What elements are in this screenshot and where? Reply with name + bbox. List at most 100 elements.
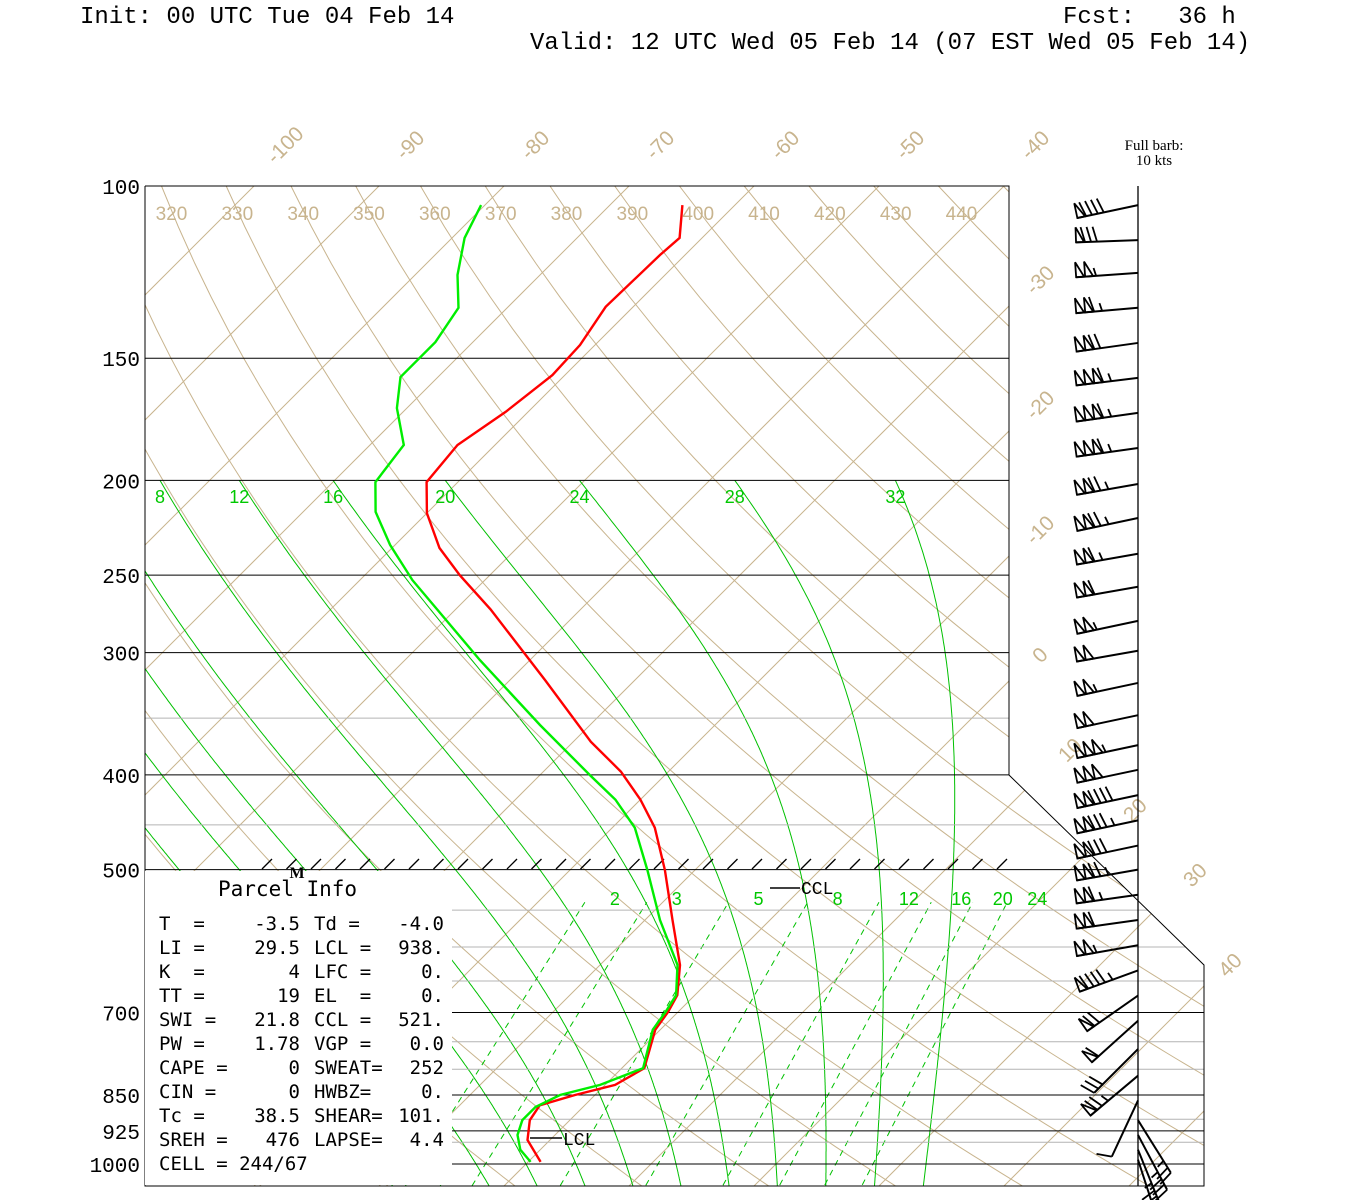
barb-pennant xyxy=(1073,202,1087,220)
barb-full xyxy=(1090,199,1099,215)
barb-pennant xyxy=(1090,739,1105,756)
dry-adiabat-line xyxy=(1002,186,1204,1186)
wind-barb xyxy=(1073,861,1139,882)
barb-half xyxy=(1107,972,1114,981)
moist-adiabat-line xyxy=(894,480,956,1186)
moist-adiabat-label: 32 xyxy=(885,487,905,507)
barb-pennant xyxy=(1082,368,1095,386)
parcel-info-row: T = -3.5 Td = -4.0 xyxy=(145,913,452,937)
barb-pennant xyxy=(1082,616,1096,633)
mixing-ratio-label: 24 xyxy=(1027,889,1047,909)
barb-shaft xyxy=(1093,1048,1139,1094)
wind-barb xyxy=(1073,644,1139,663)
temperature-trace xyxy=(425,204,684,1163)
barb-full xyxy=(1150,1195,1158,1200)
isotherm-label: -100 xyxy=(262,122,308,168)
wind-barb xyxy=(1073,678,1139,697)
barb-full xyxy=(1098,837,1108,853)
barb-shaft xyxy=(1110,1100,1139,1158)
barb-full xyxy=(1087,815,1096,830)
barb-pennant xyxy=(1073,370,1087,387)
hatch-mark xyxy=(457,858,469,870)
barb-full xyxy=(1149,1178,1163,1191)
parcel-info-l2: LFC = xyxy=(314,961,372,983)
barb-pennant xyxy=(1073,818,1087,835)
isotherm-label: -10 xyxy=(1022,512,1060,550)
barb-full xyxy=(1085,226,1092,243)
barb-pennant xyxy=(1073,767,1087,784)
barb-pennant xyxy=(1082,296,1095,314)
hatch-mark xyxy=(359,858,371,870)
barb-full xyxy=(1095,198,1105,213)
barb-pennant xyxy=(1082,790,1096,808)
dry-adiabat-label: 400 xyxy=(682,204,714,225)
barb-pennant xyxy=(1073,549,1087,566)
dry-adiabat-line xyxy=(614,186,1204,1186)
wind-barbs xyxy=(1073,186,1172,1200)
moist-adiabat-label: 20 xyxy=(435,487,455,507)
parcel-info-l1: CIN = xyxy=(159,1081,217,1103)
barb-full xyxy=(1091,226,1098,242)
wind-barb xyxy=(1077,994,1139,1033)
parcel-info-row: SREH = 476 LAPSE= 4.4 xyxy=(145,1129,452,1153)
hatch-mark xyxy=(408,858,420,870)
hatch-mark xyxy=(776,858,787,870)
isotherm-label: -30 xyxy=(1022,262,1060,300)
barb-pennant xyxy=(1073,742,1087,760)
dry-adiabat-line xyxy=(484,186,1204,1186)
parcel-info-v2: 521. xyxy=(398,1009,444,1031)
parcel-info-l2: Td = xyxy=(314,913,360,935)
wind-barb xyxy=(1073,438,1139,458)
isotherm-label: 0 xyxy=(1028,643,1053,668)
moist-adiabat-label: 12 xyxy=(229,487,249,507)
wind-barb xyxy=(1073,739,1139,760)
barb-pennant xyxy=(1082,678,1096,696)
hatch-mark xyxy=(972,858,983,870)
dry-adiabat-label: 360 xyxy=(419,204,451,225)
wind-barb xyxy=(1073,198,1139,220)
parcel-info-v1: 38.5 xyxy=(254,1105,300,1127)
wind-barb xyxy=(1073,579,1139,599)
isotherm-label: -80 xyxy=(517,127,555,165)
pressure-tick-label: 100 xyxy=(102,178,140,201)
barb-full xyxy=(1084,200,1093,216)
pressure-tick-label: 500 xyxy=(102,862,140,885)
wind-barb xyxy=(1073,939,1139,958)
parcel-info-l2: LCL = xyxy=(314,937,372,959)
barb-half xyxy=(1092,267,1097,277)
parcel-info-v2: 0. xyxy=(421,961,444,983)
isotherm-line xyxy=(145,186,425,1186)
parcel-info-row: PW = 1.78 VGP = 0.0 xyxy=(145,1033,452,1057)
wind-barb xyxy=(1073,710,1139,730)
barb-full xyxy=(1080,1084,1095,1094)
isotherm-label: -50 xyxy=(892,127,930,165)
barb-full xyxy=(1087,911,1096,927)
barb-half xyxy=(1104,516,1110,525)
barb-half xyxy=(1104,481,1110,490)
barb-pennant xyxy=(1082,816,1096,833)
isotherm-line xyxy=(1110,186,1204,1186)
pressure-tick-label: 250 xyxy=(102,567,140,590)
hatch-mark xyxy=(800,858,812,870)
wind-barb xyxy=(1073,511,1139,532)
barb-full xyxy=(1156,1167,1169,1180)
barb-shaft xyxy=(1076,239,1139,244)
barb-pennant xyxy=(1073,582,1087,599)
wind-barb xyxy=(1073,786,1139,810)
barb-pennant xyxy=(1074,226,1086,244)
barb-pennant xyxy=(1073,976,1089,993)
barb-full xyxy=(1095,969,1106,983)
parcel-info-row: CAPE = 0 SWEAT= 252 xyxy=(145,1057,452,1081)
hatch-mark xyxy=(629,858,640,870)
barb-full xyxy=(1078,975,1089,990)
barb-full xyxy=(1079,226,1086,243)
parcel-info-row: CELL = 244/67 xyxy=(145,1153,452,1177)
plot-border xyxy=(144,185,1205,1187)
dry-adiabat-label: 320 xyxy=(156,204,188,225)
moist-adiabat-label: 24 xyxy=(570,487,590,507)
hatch-mark xyxy=(261,858,273,870)
init-time: Init: 00 UTC Tue 04 Feb 14 xyxy=(80,4,455,31)
barb-half xyxy=(1107,408,1113,417)
barb-shaft xyxy=(1077,204,1139,219)
barb-pennant xyxy=(1082,863,1096,880)
